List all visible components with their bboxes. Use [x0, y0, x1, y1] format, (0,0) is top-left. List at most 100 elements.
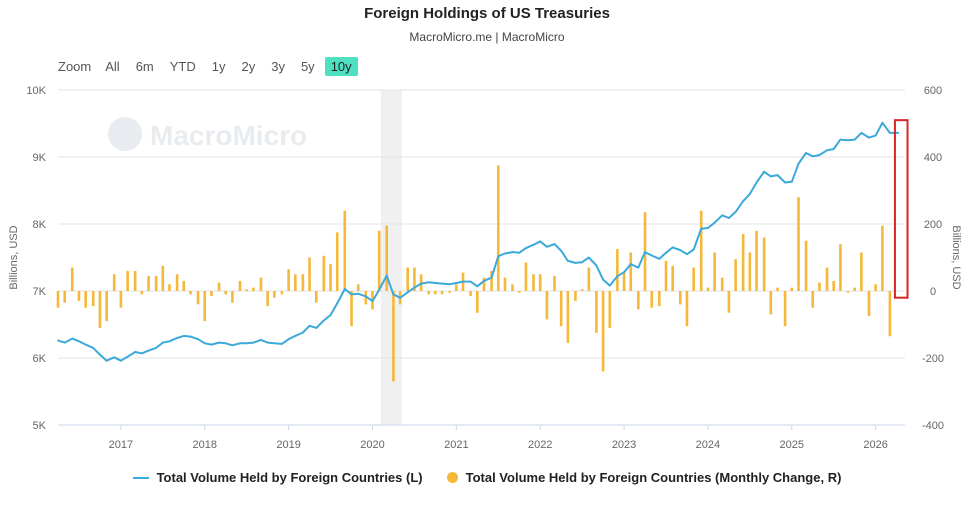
bar-monthly-change[interactable]	[762, 237, 766, 291]
bar-monthly-change[interactable]	[818, 282, 821, 291]
line-point-total-volume[interactable]	[671, 246, 674, 249]
line-point-total-volume[interactable]	[329, 314, 332, 317]
bar-monthly-change[interactable]	[566, 291, 570, 343]
bar-monthly-change[interactable]	[825, 267, 829, 291]
bar-monthly-change[interactable]	[210, 291, 213, 297]
line-point-total-volume[interactable]	[252, 341, 255, 344]
line-point-total-volume[interactable]	[357, 292, 360, 295]
range-button-ytd[interactable]: YTD	[169, 59, 196, 74]
bar-monthly-change[interactable]	[252, 287, 255, 291]
bar-monthly-change[interactable]	[343, 210, 347, 291]
bar-monthly-change[interactable]	[734, 259, 737, 291]
bar-monthly-change[interactable]	[84, 291, 87, 308]
bar-monthly-change[interactable]	[175, 274, 179, 291]
bar-monthly-change[interactable]	[161, 265, 165, 291]
line-point-total-volume[interactable]	[84, 343, 87, 346]
line-point-total-volume[interactable]	[281, 343, 283, 345]
bar-monthly-change[interactable]	[881, 225, 884, 291]
bar-monthly-change[interactable]	[287, 269, 290, 291]
line-point-total-volume[interactable]	[273, 342, 276, 345]
line-point-total-volume[interactable]	[692, 248, 695, 251]
line-total-volume[interactable]	[57, 121, 899, 362]
bar-monthly-change[interactable]	[706, 287, 710, 291]
bar-monthly-change[interactable]	[678, 291, 682, 305]
line-point-total-volume[interactable]	[881, 121, 884, 124]
bar-monthly-change[interactable]	[147, 275, 150, 291]
line-point-total-volume[interactable]	[476, 285, 479, 288]
line-point-total-volume[interactable]	[245, 342, 248, 345]
line-point-total-volume[interactable]	[224, 342, 227, 345]
bar-monthly-change[interactable]	[266, 291, 269, 307]
bar-monthly-change[interactable]	[755, 230, 758, 291]
line-point-total-volume[interactable]	[511, 251, 514, 254]
bar-monthly-change[interactable]	[713, 252, 716, 291]
line-point-total-volume[interactable]	[140, 352, 143, 355]
line-point-total-volume[interactable]	[686, 253, 688, 256]
bar-monthly-change[interactable]	[385, 225, 389, 291]
bar-monthly-change[interactable]	[91, 291, 95, 307]
bar-monthly-change[interactable]	[356, 284, 360, 291]
bar-monthly-change[interactable]	[559, 291, 563, 327]
bar-monthly-change[interactable]	[63, 291, 67, 303]
bar-monthly-change[interactable]	[126, 270, 129, 291]
legend-item-monthly-change[interactable]: Total Volume Held by Foreign Countries (…	[446, 470, 841, 485]
line-point-total-volume[interactable]	[700, 227, 703, 230]
bar-monthly-change[interactable]	[294, 274, 297, 291]
line-point-total-volume[interactable]	[119, 359, 122, 362]
line-point-total-volume[interactable]	[161, 341, 164, 344]
line-point-total-volume[interactable]	[315, 326, 318, 329]
bar-monthly-change[interactable]	[140, 291, 144, 295]
line-point-total-volume[interactable]	[301, 331, 304, 334]
bar-monthly-change[interactable]	[797, 197, 800, 291]
bar-monthly-change[interactable]	[637, 291, 640, 310]
line-point-total-volume[interactable]	[336, 302, 339, 304]
range-button-3y[interactable]: 3y	[271, 59, 285, 74]
line-point-total-volume[interactable]	[504, 252, 506, 255]
line-point-total-volume[interactable]	[420, 282, 423, 285]
bar-monthly-change[interactable]	[217, 282, 221, 291]
bar-monthly-change[interactable]	[168, 284, 171, 291]
bar-monthly-change[interactable]	[119, 291, 123, 308]
line-point-total-volume[interactable]	[218, 341, 220, 344]
bar-monthly-change[interactable]	[469, 291, 472, 297]
line-point-total-volume[interactable]	[847, 139, 849, 142]
bar-monthly-change[interactable]	[860, 252, 863, 291]
bar-monthly-change[interactable]	[545, 291, 549, 320]
bar-monthly-change[interactable]	[888, 291, 892, 337]
line-point-total-volume[interactable]	[448, 283, 451, 286]
bar-monthly-change[interactable]	[329, 264, 332, 291]
line-point-total-volume[interactable]	[868, 136, 870, 139]
bar-monthly-change[interactable]	[364, 291, 368, 305]
line-point-total-volume[interactable]	[581, 261, 584, 264]
line-point-total-volume[interactable]	[231, 344, 234, 347]
line-point-total-volume[interactable]	[707, 227, 709, 229]
bar-monthly-change[interactable]	[629, 252, 633, 291]
line-point-total-volume[interactable]	[566, 259, 569, 262]
line-point-total-volume[interactable]	[134, 351, 137, 353]
bar-monthly-change[interactable]	[406, 267, 410, 291]
bar-monthly-change[interactable]	[538, 274, 542, 291]
bar-monthly-change[interactable]	[350, 291, 353, 327]
range-button-all[interactable]: All	[105, 59, 120, 74]
bar-monthly-change[interactable]	[580, 289, 584, 291]
line-point-total-volume[interactable]	[553, 243, 556, 246]
line-point-total-volume[interactable]	[483, 280, 485, 282]
bar-monthly-change[interactable]	[189, 291, 192, 295]
bar-monthly-change[interactable]	[105, 291, 108, 322]
bar-monthly-change[interactable]	[769, 291, 773, 315]
line-point-total-volume[interactable]	[266, 341, 269, 344]
line-point-total-volume[interactable]	[322, 319, 325, 322]
line-point-total-volume[interactable]	[462, 280, 464, 283]
bar-monthly-change[interactable]	[70, 267, 74, 291]
line-point-total-volume[interactable]	[399, 296, 402, 299]
line-point-total-volume[interactable]	[168, 340, 171, 343]
line-point-total-volume[interactable]	[63, 341, 66, 344]
bar-monthly-change[interactable]	[301, 274, 305, 291]
bar-monthly-change[interactable]	[434, 291, 437, 295]
line-point-total-volume[interactable]	[113, 356, 116, 359]
bar-monthly-change[interactable]	[783, 291, 787, 327]
line-point-total-volume[interactable]	[182, 334, 185, 337]
line-point-total-volume[interactable]	[176, 337, 178, 339]
line-point-total-volume[interactable]	[378, 288, 381, 291]
bar-monthly-change[interactable]	[231, 291, 234, 303]
